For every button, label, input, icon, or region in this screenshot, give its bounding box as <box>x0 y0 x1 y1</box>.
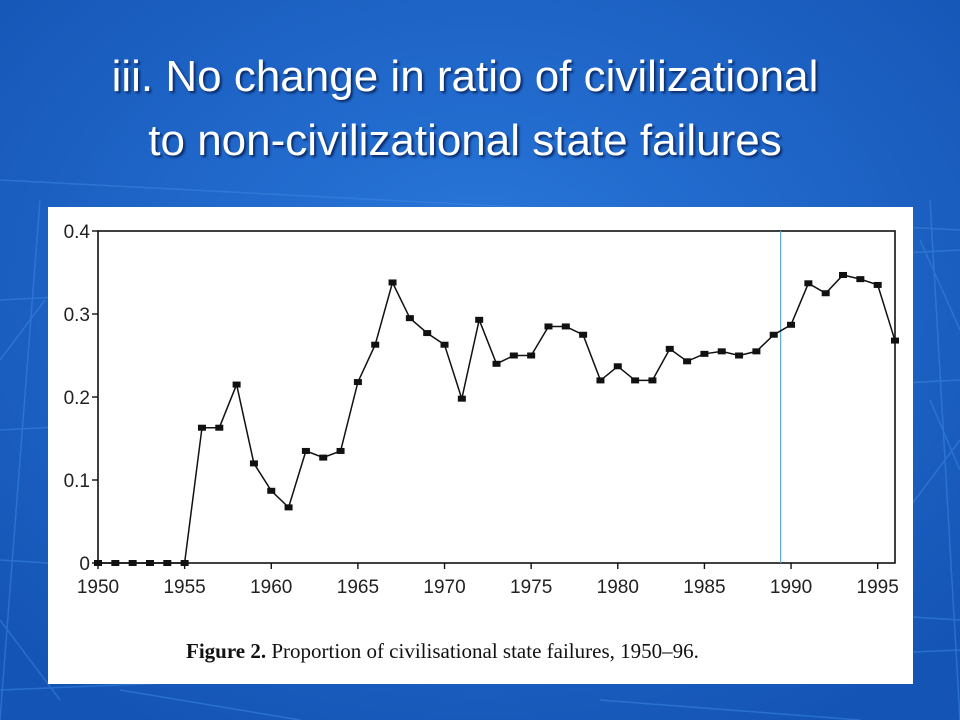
data-point <box>700 350 709 357</box>
data-point <box>215 424 224 431</box>
data-point <box>769 331 778 338</box>
data-point <box>353 379 362 386</box>
data-point <box>267 487 276 494</box>
data-point <box>163 560 172 566</box>
x-tick-label: 1985 <box>683 577 725 598</box>
data-point <box>735 352 744 359</box>
figure-caption-text: Proportion of civilisational state failu… <box>271 639 699 663</box>
data-point <box>665 345 674 352</box>
y-tick-label: 0.2 <box>64 388 90 409</box>
data-point <box>371 341 380 348</box>
data-point <box>527 352 536 359</box>
x-tick-label: 1965 <box>337 577 379 598</box>
x-tick-label: 1995 <box>857 577 899 598</box>
data-point <box>128 560 137 566</box>
data-point <box>249 460 258 467</box>
x-tick-label: 1960 <box>250 577 292 598</box>
data-point <box>648 377 657 384</box>
x-tick-label: 1970 <box>423 577 465 598</box>
slide-title-line-2: to non-civilizational state failures <box>148 116 782 165</box>
line-chart: 0 0.1 0.2 0.3 0.4 1950 1955 1960 1965 1970 1975 198… <box>64 222 899 598</box>
data-point <box>301 447 310 454</box>
data-point <box>180 560 189 566</box>
data-point <box>856 276 865 283</box>
x-tick-label: 1950 <box>77 577 119 598</box>
data-point <box>319 454 328 461</box>
data-point <box>492 360 501 367</box>
x-tick-label: 1975 <box>510 577 552 598</box>
data-point <box>197 424 206 431</box>
data-point <box>544 323 553 330</box>
y-tick-label: 0.1 <box>64 471 90 492</box>
data-point <box>336 447 345 454</box>
data-point <box>683 358 692 365</box>
data-point <box>475 316 484 323</box>
data-point <box>839 271 848 278</box>
x-tick-label: 1955 <box>163 577 205 598</box>
plot-frame <box>97 230 896 564</box>
data-point <box>821 290 830 297</box>
data-point <box>891 337 899 344</box>
x-tick-label: 1980 <box>597 577 639 598</box>
data-point <box>145 560 154 566</box>
data-point <box>405 315 414 322</box>
y-tick-label: 0.4 <box>64 222 91 243</box>
data-point <box>423 330 432 337</box>
data-point <box>631 377 640 384</box>
data-point <box>596 377 605 384</box>
y-tick-label: 0.3 <box>64 305 90 326</box>
figure-caption-label: Figure 2. <box>186 639 267 663</box>
data-point <box>613 363 622 370</box>
x-tick-label: 1990 <box>770 577 812 598</box>
data-point <box>284 504 293 511</box>
slide-title-line-1: iii. No change in ratio of civilizationa… <box>111 52 819 101</box>
data-point <box>440 341 449 348</box>
y-tick-label: 0 <box>79 554 90 575</box>
data-point <box>111 560 120 566</box>
series-line <box>98 274 896 564</box>
data-point <box>561 323 570 330</box>
data-point <box>388 279 397 286</box>
data-point <box>752 348 761 355</box>
data-point <box>717 348 726 355</box>
data-point <box>579 331 588 338</box>
figure-panel: 0 0.1 0.2 0.3 0.4 1950 1955 1960 1965 1970 1975 198… <box>48 207 913 684</box>
figure-caption: Figure 2. Proportion of civilisational s… <box>186 639 699 664</box>
data-point <box>232 381 241 388</box>
data-point <box>94 560 102 566</box>
data-point <box>457 395 466 402</box>
data-point <box>804 280 813 287</box>
data-point <box>509 352 518 359</box>
data-point <box>873 281 882 288</box>
data-point <box>787 321 796 328</box>
